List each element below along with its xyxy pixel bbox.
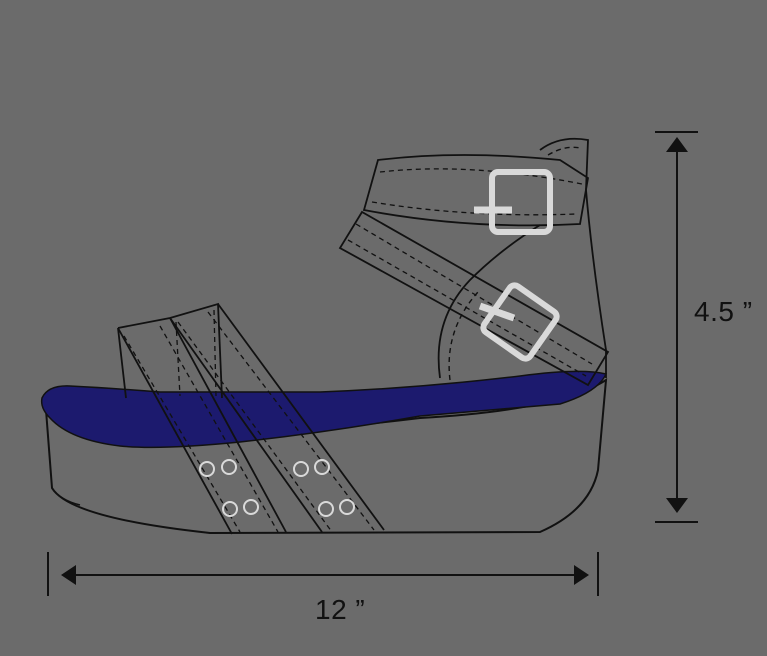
arrow-right-icon [574, 565, 589, 585]
ankle-straps [338, 154, 610, 387]
width-label: 12 ” [315, 594, 366, 625]
arrow-left-icon [61, 565, 76, 585]
eyelets [199, 459, 355, 517]
lower-buckle [480, 282, 560, 362]
height-label: 4.5 ” [694, 296, 753, 327]
arrow-up-icon [666, 137, 688, 152]
toe-straps [117, 302, 385, 535]
width-dimension [47, 552, 599, 596]
buckles [474, 169, 560, 362]
height-dimension [655, 131, 698, 523]
arrow-down-icon [666, 498, 688, 513]
upper-buckle [489, 169, 553, 235]
heel-counter [437, 137, 607, 381]
footbed [40, 370, 608, 449]
